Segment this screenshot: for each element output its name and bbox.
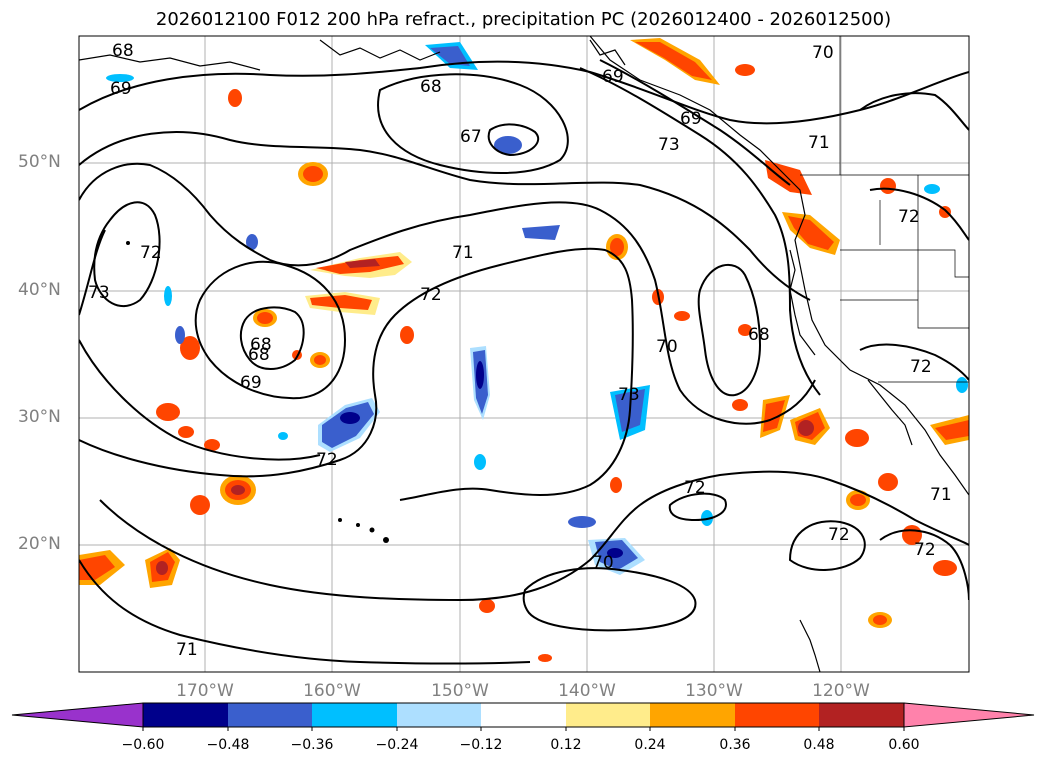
lon-label: 130°W: [685, 681, 743, 701]
coastlines: [79, 36, 969, 672]
colorbar-segment: [819, 703, 904, 727]
lon-label: 150°W: [431, 681, 489, 701]
contour-label: 69: [240, 373, 262, 393]
lon-label: 140°W: [558, 681, 616, 701]
colorbar-segment: [735, 703, 819, 727]
colorbar-tick-label: −0.12: [459, 737, 503, 753]
lon-label: 170°W: [176, 681, 234, 701]
plot-frame: [78, 35, 970, 673]
lat-label: 40°N: [18, 280, 61, 300]
colorbar-tick-label: −0.24: [375, 737, 419, 753]
colorbar-segment: [481, 703, 566, 727]
lat-label: 50°N: [18, 152, 61, 172]
colorbar-segment: [11, 702, 144, 728]
borders: [800, 36, 969, 383]
lat-label: 30°N: [18, 407, 61, 427]
lat-label: 20°N: [18, 534, 61, 554]
contour-label: 68: [250, 335, 272, 355]
colorbar-tick-label: 0.24: [634, 737, 666, 753]
lon-label: 160°W: [303, 681, 361, 701]
contour-label: 67: [460, 127, 482, 147]
refractivity-contours: [79, 59, 969, 665]
colorbar-tick-label: 0.60: [888, 737, 920, 753]
contour-label: 71: [930, 485, 952, 505]
contour-label: 71: [452, 243, 474, 263]
colorbar-segment: [650, 703, 735, 727]
contour-label: 72: [910, 357, 932, 377]
contour-label: 73: [658, 135, 680, 155]
contour-label: 69: [602, 67, 624, 87]
contour-labels: 68 69 68 69 67 70 72 73 71 72 69 68 70 6…: [88, 41, 952, 660]
colorbar-tick-label: 0.48: [803, 737, 835, 753]
colorbar-segment: [903, 702, 1035, 728]
colorbar-segment: [312, 703, 397, 727]
contour-label: 72: [828, 525, 850, 545]
contour-label: 70: [592, 553, 614, 573]
contour-label: 69: [680, 109, 702, 129]
colorbar-tick-label: −0.48: [206, 737, 250, 753]
colorbar-segment: [143, 703, 228, 727]
contour-label: 71: [176, 640, 198, 660]
contour-label: 72: [316, 450, 338, 470]
contour-label: 73: [88, 283, 110, 303]
precipitation-negative: [106, 42, 968, 575]
contour-label: 70: [656, 337, 678, 357]
contour-label: 72: [914, 540, 936, 560]
contour-label: 72: [684, 478, 706, 498]
contour-label: 71: [808, 133, 830, 153]
contour-label: 68: [748, 325, 770, 345]
colorbar-segment: [566, 703, 650, 727]
contour-label: 72: [898, 207, 920, 227]
contour-label: 70: [812, 43, 834, 63]
colorbar-segment: [228, 703, 312, 727]
lon-label: 120°W: [812, 681, 870, 701]
colorbar-tick-label: 0.12: [550, 737, 582, 753]
colorbar-tick-label: −0.36: [290, 737, 334, 753]
colorbar-segment: [397, 703, 481, 727]
contour-label: 68: [248, 345, 270, 365]
contour-label: 73: [618, 385, 640, 405]
contour-label: 69: [110, 79, 132, 99]
colorbar-tick-label: 0.36: [719, 737, 751, 753]
contour-label: 72: [420, 285, 442, 305]
contour-label: 68: [420, 77, 442, 97]
contour-label: 72: [140, 243, 162, 263]
precipitation-positive: [79, 38, 969, 662]
map-title: 2026012100 F012 200 hPa refract., precip…: [155, 9, 892, 30]
islands: [126, 241, 389, 543]
colorbar-tick-label: −0.60: [121, 737, 165, 753]
contour-label: 68: [112, 41, 134, 61]
